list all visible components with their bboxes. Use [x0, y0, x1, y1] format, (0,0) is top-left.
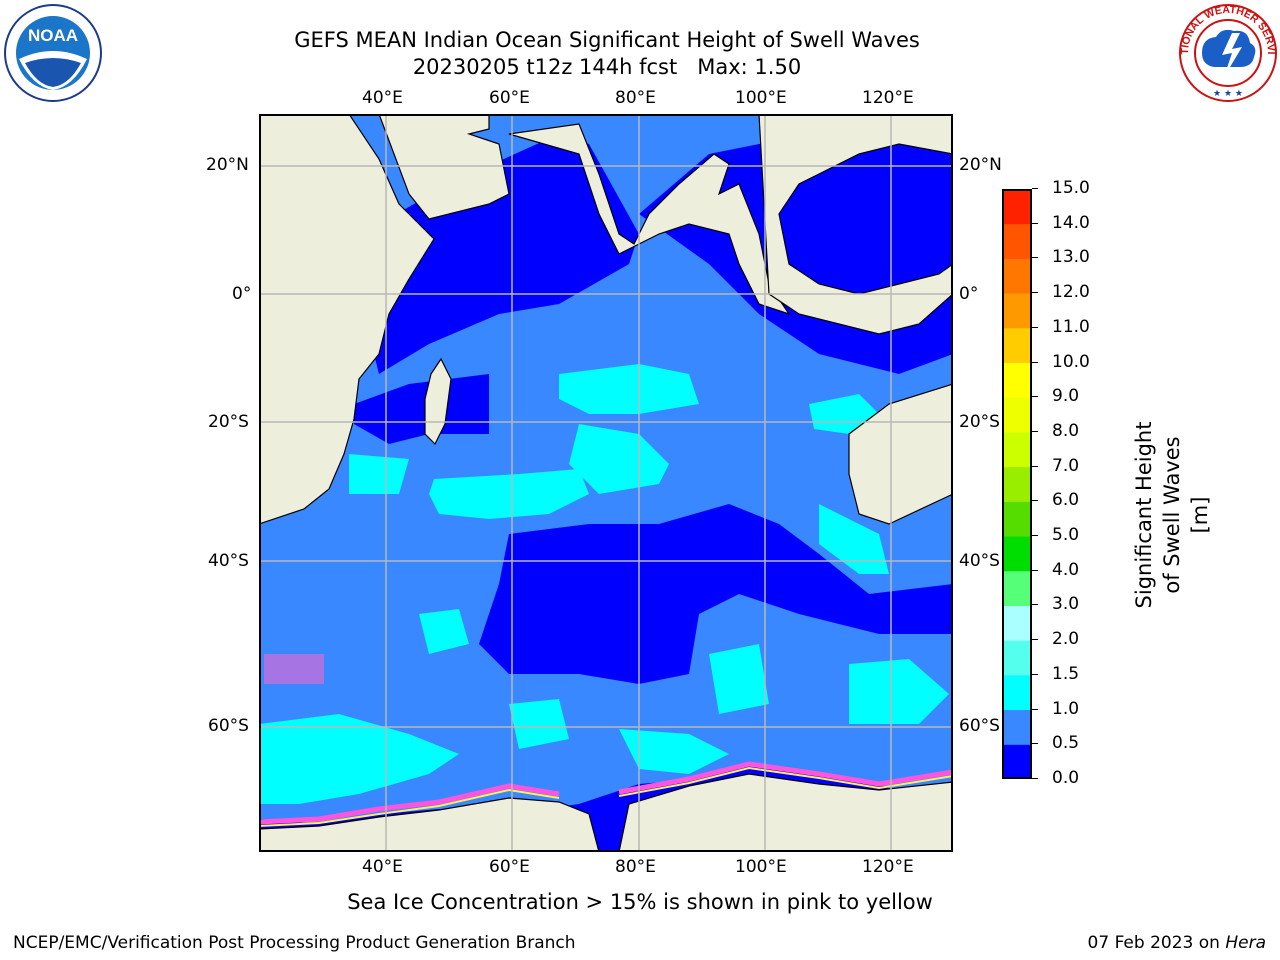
colorbar-tick-mark — [1032, 361, 1038, 363]
colorbar-segment — [1002, 501, 1032, 537]
colorbar-tick-mark — [1032, 535, 1038, 537]
lat-label-right-0: 0° — [959, 284, 979, 304]
lon-label-top-120e: 120°E — [862, 88, 914, 108]
footer-left: NCEP/EMC/Verification Post Processing Pr… — [13, 933, 576, 953]
colorbar-tick-mark — [1032, 326, 1038, 328]
colorbar-tick-label: 10.0 — [1052, 351, 1090, 372]
colorbar-segment — [1002, 223, 1032, 259]
colorbar-tick-mark — [1032, 430, 1038, 432]
swell-region-moderate — [259, 364, 949, 804]
lon-label-top-100e: 100°E — [735, 88, 787, 108]
noaa-logo: NOAA — [4, 4, 102, 102]
colorbar-tick-label: 8.0 — [1052, 420, 1080, 441]
colorbar-tick-mark — [1032, 292, 1038, 294]
colorbar-tick-mark — [1032, 257, 1038, 259]
lat-label-right-40s: 40°S — [959, 551, 1000, 571]
colorbar-tick-label: 12.0 — [1052, 282, 1090, 303]
colorbar-tick-mark — [1032, 465, 1038, 467]
lat-label-right-60s: 60°S — [959, 716, 1000, 736]
colorbar — [1002, 189, 1032, 779]
colorbar-segment — [1002, 536, 1032, 572]
colorbar-tick-mark — [1032, 569, 1038, 571]
colorbar-tick-label: 14.0 — [1052, 212, 1090, 233]
colorbar-segment — [1002, 189, 1032, 225]
lat-label-left-20n: 20°N — [206, 155, 249, 175]
lat-label-left-0: 0° — [232, 284, 252, 304]
colorbar-segment — [1002, 674, 1032, 711]
colorbar-tick-label: 6.0 — [1052, 490, 1080, 511]
lon-label-top-80e: 80°E — [615, 88, 656, 108]
lon-label-bottom-120e: 120°E — [862, 857, 914, 877]
footer-host: Hera — [1225, 933, 1266, 953]
lon-label-bottom-40e: 40°E — [362, 857, 403, 877]
lat-label-right-20n: 20°N — [959, 155, 1002, 175]
swell-height-map — [259, 114, 953, 852]
lon-label-top-60e: 60°E — [489, 88, 530, 108]
svg-text:★ ★ ★: ★ ★ ★ — [1213, 89, 1243, 99]
colorbar-tick-mark — [1032, 188, 1038, 189]
lat-label-left-60s: 60°S — [208, 716, 249, 736]
chart-title: GEFS MEAN Indian Ocean Significant Heigh… — [294, 28, 920, 52]
colorbar-segment — [1002, 258, 1032, 294]
colorbar-segment — [1002, 431, 1032, 468]
colorbar-segment — [1002, 640, 1032, 676]
colorbar-tick-label: 11.0 — [1052, 316, 1090, 337]
colorbar-tick-label: 13.0 — [1052, 247, 1090, 268]
colorbar-segment — [1002, 293, 1032, 329]
colorbar-segment — [1002, 397, 1032, 433]
lon-label-bottom-60e: 60°E — [489, 857, 530, 877]
colorbar-tick-label: 1.5 — [1052, 663, 1080, 684]
lat-label-left-40s: 40°S — [208, 551, 249, 571]
colorbar-tick-label: 5.0 — [1052, 525, 1080, 546]
lat-label-right-20s: 20°S — [959, 412, 1000, 432]
colorbar-tick-mark — [1032, 500, 1038, 502]
colorbar-tick-label: 2.0 — [1052, 629, 1080, 650]
colorbar-tick-label: 15.0 — [1052, 178, 1090, 198]
colorbar-tick-label: 3.0 — [1052, 594, 1080, 615]
forecast-run-label: 20230205 t12z 144h fcst — [412, 55, 678, 79]
colorbar-tick-mark — [1032, 673, 1038, 675]
colorbar-tick-mark — [1032, 604, 1038, 606]
max-value-label: Max: 1.50 — [697, 55, 802, 79]
lat-label-left-20s: 20°S — [208, 412, 249, 432]
colorbar-tick-mark — [1032, 708, 1038, 710]
map-border — [259, 114, 953, 852]
colorbar-tick-mark — [1032, 778, 1038, 779]
colorbar-tick-mark — [1032, 222, 1038, 224]
colorbar-tick-label: 0.0 — [1052, 768, 1080, 788]
colorbar-segment — [1002, 466, 1032, 502]
colorbar-segment — [1002, 570, 1032, 606]
colorbar-segment — [1002, 327, 1032, 364]
national-weather-service-logo: NATIONAL WEATHER SERVICE ★ ★ ★ — [1178, 3, 1277, 102]
colorbar-tick-mark — [1032, 639, 1038, 641]
colorbar-tick-label: 1.0 — [1052, 698, 1080, 719]
sea-ice-caption: Sea Ice Concentration > 15% is shown in … — [347, 890, 933, 914]
graticule — [259, 114, 953, 852]
footer-date: 07 Feb 2023 on — [1087, 933, 1226, 953]
lon-label-bottom-80e: 80°E — [615, 857, 656, 877]
colorbar-tick-mark — [1032, 396, 1038, 398]
lon-label-top-40e: 40°E — [362, 88, 403, 108]
chart-subtitle: 20230205 t12z 144h fcst Max: 1.50 — [0, 54, 1214, 80]
colorbar-tick-mark — [1032, 743, 1038, 745]
colorbar-title: Significant Height of Swell Waves [m] — [1132, 421, 1212, 609]
colorbar-tick-label: 9.0 — [1052, 386, 1080, 407]
colorbar-tick-label: 4.0 — [1052, 559, 1080, 580]
colorbar-tick-label: 0.5 — [1052, 733, 1080, 754]
colorbar-segment — [1002, 605, 1032, 641]
colorbar-segment — [1002, 709, 1032, 745]
noaa-logo-text: NOAA — [28, 26, 78, 45]
lon-label-bottom-100e: 100°E — [735, 857, 787, 877]
footer-right: 07 Feb 2023 on Hera — [1088, 933, 1266, 953]
colorbar-tick-label: 7.0 — [1052, 455, 1080, 476]
colorbar-segment — [1002, 744, 1032, 779]
colorbar-segment — [1002, 362, 1032, 398]
